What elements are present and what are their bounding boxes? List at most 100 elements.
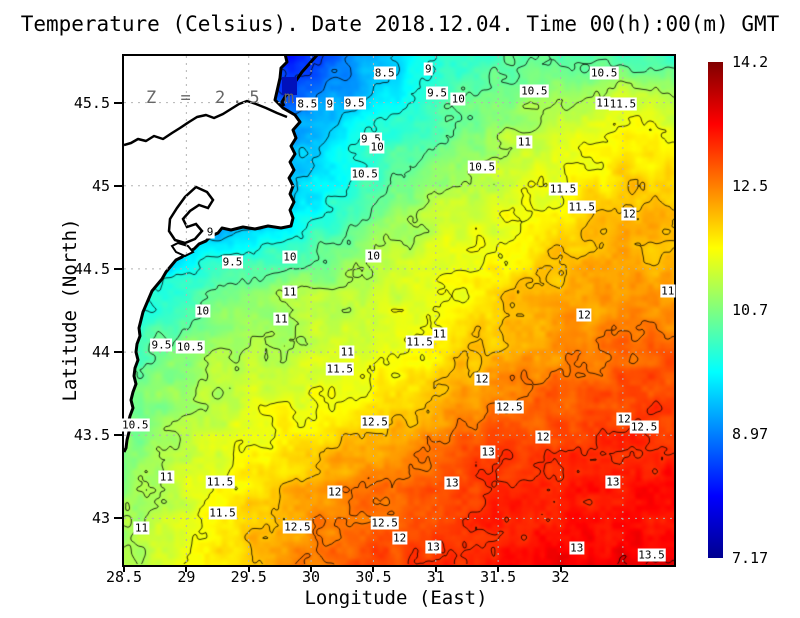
contour-label: 10: [282, 250, 298, 264]
contour-label: 12: [474, 372, 490, 386]
contour-label: 13: [569, 541, 585, 555]
y-axis-label: Latitude (North): [59, 218, 81, 402]
contour-label: 13: [480, 445, 496, 459]
x-axis-label: Longitude (East): [304, 587, 488, 609]
x-axis-tick: [247, 565, 250, 572]
plot-area: 8.5 8.5 9 9 9 9.5 9.5 9.5 9.5 9.5 10 10 10 10 10 10.5 10…: [120, 54, 676, 567]
contour-label: 11: [339, 345, 355, 359]
contour-label: 10.5: [350, 167, 379, 181]
contour-label: 12.5: [360, 415, 389, 429]
contour-label: 12: [391, 531, 408, 545]
contour-label: 12: [621, 207, 637, 221]
y-axis-tick-label: 45.5: [73, 93, 110, 112]
lagoon-lake-path: [167, 185, 215, 245]
y-axis-tick: [114, 184, 122, 187]
x-axis-tick-label: 29.5: [230, 568, 267, 586]
contour-label: 10.5: [520, 84, 549, 98]
x-axis-tick-label: 29: [177, 568, 196, 586]
x-axis-tick: [497, 565, 500, 572]
contour-label: 9.5: [150, 338, 173, 352]
contour-label: 12: [576, 308, 592, 322]
contour-label: 11.5: [205, 475, 235, 489]
contour-label: 9.5: [343, 96, 366, 110]
contour-label: 12.5: [629, 420, 659, 434]
contour-label: 13: [605, 475, 621, 489]
contour-label: 12: [535, 430, 551, 444]
x-axis-tick-label: 31.5: [480, 568, 517, 586]
contour-label: 10: [194, 304, 211, 317]
contour-label: 11.5: [405, 335, 434, 349]
contour-label: 9: [325, 97, 335, 111]
contour-label: 8.5: [373, 66, 396, 80]
contour-label: 8.5: [296, 97, 319, 111]
x-axis-tick: [310, 565, 313, 572]
x-axis-tick-label: 32: [551, 568, 570, 586]
y-axis-tick-label: 44: [91, 343, 110, 362]
contour-label: 9.5: [426, 86, 448, 100]
z-depth-annotation: Z = 2.5 m: [146, 88, 302, 108]
contour-labels-layer: 8.5 8.5 9 9 9 9.5 9.5 9.5 9.5 9.5 10 10 10 10 10 10.5 10…: [120, 56, 676, 565]
contour-label: 11.5: [567, 200, 596, 214]
contour-label: 11: [133, 521, 150, 535]
contour-label: 12: [616, 412, 632, 426]
x-axis-tick: [559, 565, 562, 572]
contour-label: 11: [595, 96, 611, 110]
colorbar-tick-label: 12.5: [732, 177, 769, 195]
y-axis-tick-label: 44.5: [73, 259, 110, 278]
plot-title: Temperature (Celsius). Date 2018.12.04. …: [20, 12, 780, 36]
contour-label: 11.5: [208, 506, 237, 520]
colorbar-tick-label: 7.17: [732, 549, 769, 567]
colorbar-tick-label: 14.2: [732, 53, 769, 71]
contour-label: 10.5: [175, 340, 205, 354]
contour-label: 12.5: [283, 520, 312, 534]
x-axis-tick: [123, 565, 125, 572]
contour-label: 10: [369, 140, 385, 154]
contour-label: 12.5: [495, 400, 524, 414]
x-axis-tick-label: 28.5: [105, 568, 143, 586]
contour-label: 9: [423, 62, 433, 76]
contour-label: 12: [327, 485, 343, 499]
contour-label: 13.5: [637, 548, 666, 562]
x-axis-tick: [434, 565, 437, 572]
contour-label: 11.5: [548, 182, 578, 196]
y-axis-tick-label: 43.5: [73, 426, 110, 445]
x-axis-tick-label: 30.5: [355, 568, 392, 586]
small-lake-path: [170, 241, 195, 258]
contour-label: 9: [205, 225, 215, 239]
x-axis-tick: [372, 565, 375, 572]
contour-label: 11: [516, 135, 532, 149]
contour-label: 11.5: [325, 362, 354, 376]
contour-label: 10.5: [467, 160, 497, 174]
coastline-path: [124, 56, 302, 453]
y-axis-tick: [114, 351, 122, 354]
x-axis-tick-label: 31: [426, 568, 445, 586]
y-axis-tick: [114, 434, 122, 437]
y-axis-tick: [114, 517, 122, 520]
colorbar-tick-label: 8.97: [732, 425, 769, 443]
colorbar-gradient: [708, 62, 723, 558]
contour-label: 12.5: [370, 516, 399, 530]
contour-label: 11: [282, 285, 298, 299]
y-axis-tick: [114, 101, 122, 104]
land-polygon: [124, 56, 300, 452]
y-axis-tick: [114, 267, 122, 270]
x-axis-tick-label: 30: [302, 568, 321, 586]
contour-label: 10.5: [589, 66, 619, 80]
contour-label: 11.5: [608, 97, 638, 111]
contour-label: 11: [660, 284, 676, 298]
contour-label: 10: [365, 249, 382, 263]
danube-river-path: [124, 99, 288, 147]
contour-label: 10.5: [120, 418, 150, 432]
contour-label: 13: [444, 476, 460, 490]
contour-label: 11: [273, 312, 289, 326]
x-axis-tick: [185, 565, 188, 572]
contour-label: 11: [158, 470, 175, 484]
contour-label: 13: [425, 540, 441, 554]
colorbar-tick-label: 10.7: [732, 301, 769, 319]
y-axis-tick-label: 45: [91, 176, 110, 195]
cold-cell-rect: [282, 77, 297, 95]
contour-label: 10: [450, 92, 466, 106]
contour-label: 11: [431, 327, 448, 341]
y-axis-tick-label: 43: [91, 509, 110, 528]
